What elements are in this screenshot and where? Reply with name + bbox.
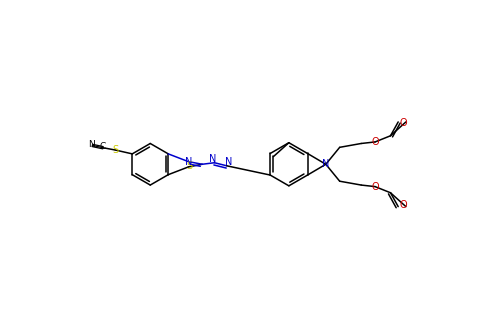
Text: N: N [88, 140, 95, 149]
Text: N: N [225, 157, 232, 167]
Text: N: N [185, 157, 193, 167]
Text: C: C [100, 142, 106, 151]
Text: S: S [112, 145, 119, 155]
Text: O: O [399, 200, 407, 210]
Text: N: N [209, 154, 217, 164]
Text: S: S [186, 161, 192, 171]
Text: N: N [322, 159, 330, 169]
Text: O: O [371, 137, 379, 147]
Text: O: O [399, 119, 407, 129]
Text: O: O [371, 182, 379, 192]
